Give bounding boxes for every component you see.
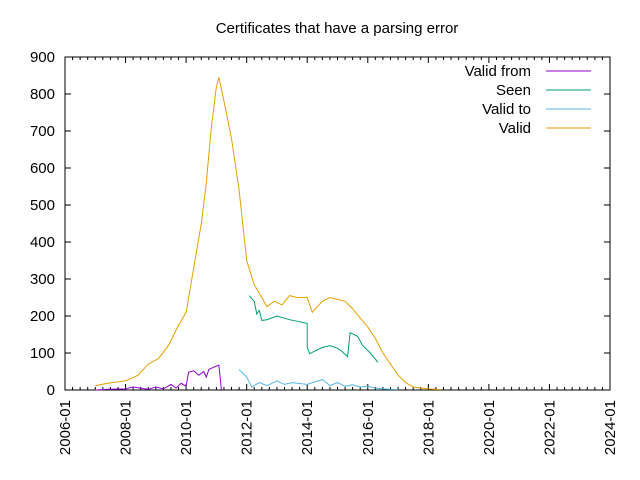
- x-tick-label: 2006-01: [57, 400, 74, 455]
- y-tick-label: 100: [30, 345, 55, 362]
- y-tick-label: 500: [30, 197, 55, 214]
- x-tick-label: 2016-01: [360, 400, 377, 455]
- legend-label: Valid from: [465, 63, 531, 80]
- legend-label: Seen: [496, 82, 531, 99]
- series-line-valid-from: [95, 364, 222, 391]
- x-tick-label: 2012-01: [239, 400, 256, 455]
- y-tick-label: 900: [30, 49, 55, 66]
- y-tick-label: 700: [30, 123, 55, 140]
- series-line-valid-to: [238, 369, 399, 391]
- legend-label: Valid to: [482, 101, 531, 118]
- chart-title: Certificates that have a parsing error: [216, 20, 459, 37]
- x-tick-label: 2008-01: [118, 400, 135, 455]
- x-tick-label: 2022-01: [541, 400, 558, 455]
- y-tick-label: 400: [30, 234, 55, 251]
- x-tick-label: 2020-01: [481, 400, 498, 455]
- y-tick-label: 200: [30, 308, 55, 325]
- ticks-layer: 0 100 200 300 400 500 600 700 800 900 2006-01 2008-…: [30, 49, 619, 455]
- x-tick-label: 2014-01: [299, 400, 316, 455]
- y-tick-label: 0: [47, 382, 55, 399]
- series-line-seen: [248, 295, 379, 363]
- x-tick-label: 2010-01: [178, 400, 195, 455]
- y-tick-label: 800: [30, 86, 55, 103]
- legend-label: Valid: [499, 120, 531, 137]
- legend: Valid from Seen Valid to Valid: [465, 63, 591, 137]
- y-tick-label: 600: [30, 160, 55, 177]
- x-tick-label: 2018-01: [420, 400, 437, 455]
- x-tick-label: 2024-01: [602, 400, 619, 455]
- y-tick-label: 300: [30, 271, 55, 288]
- series-line-valid: [95, 77, 441, 391]
- series-layer: [95, 77, 441, 391]
